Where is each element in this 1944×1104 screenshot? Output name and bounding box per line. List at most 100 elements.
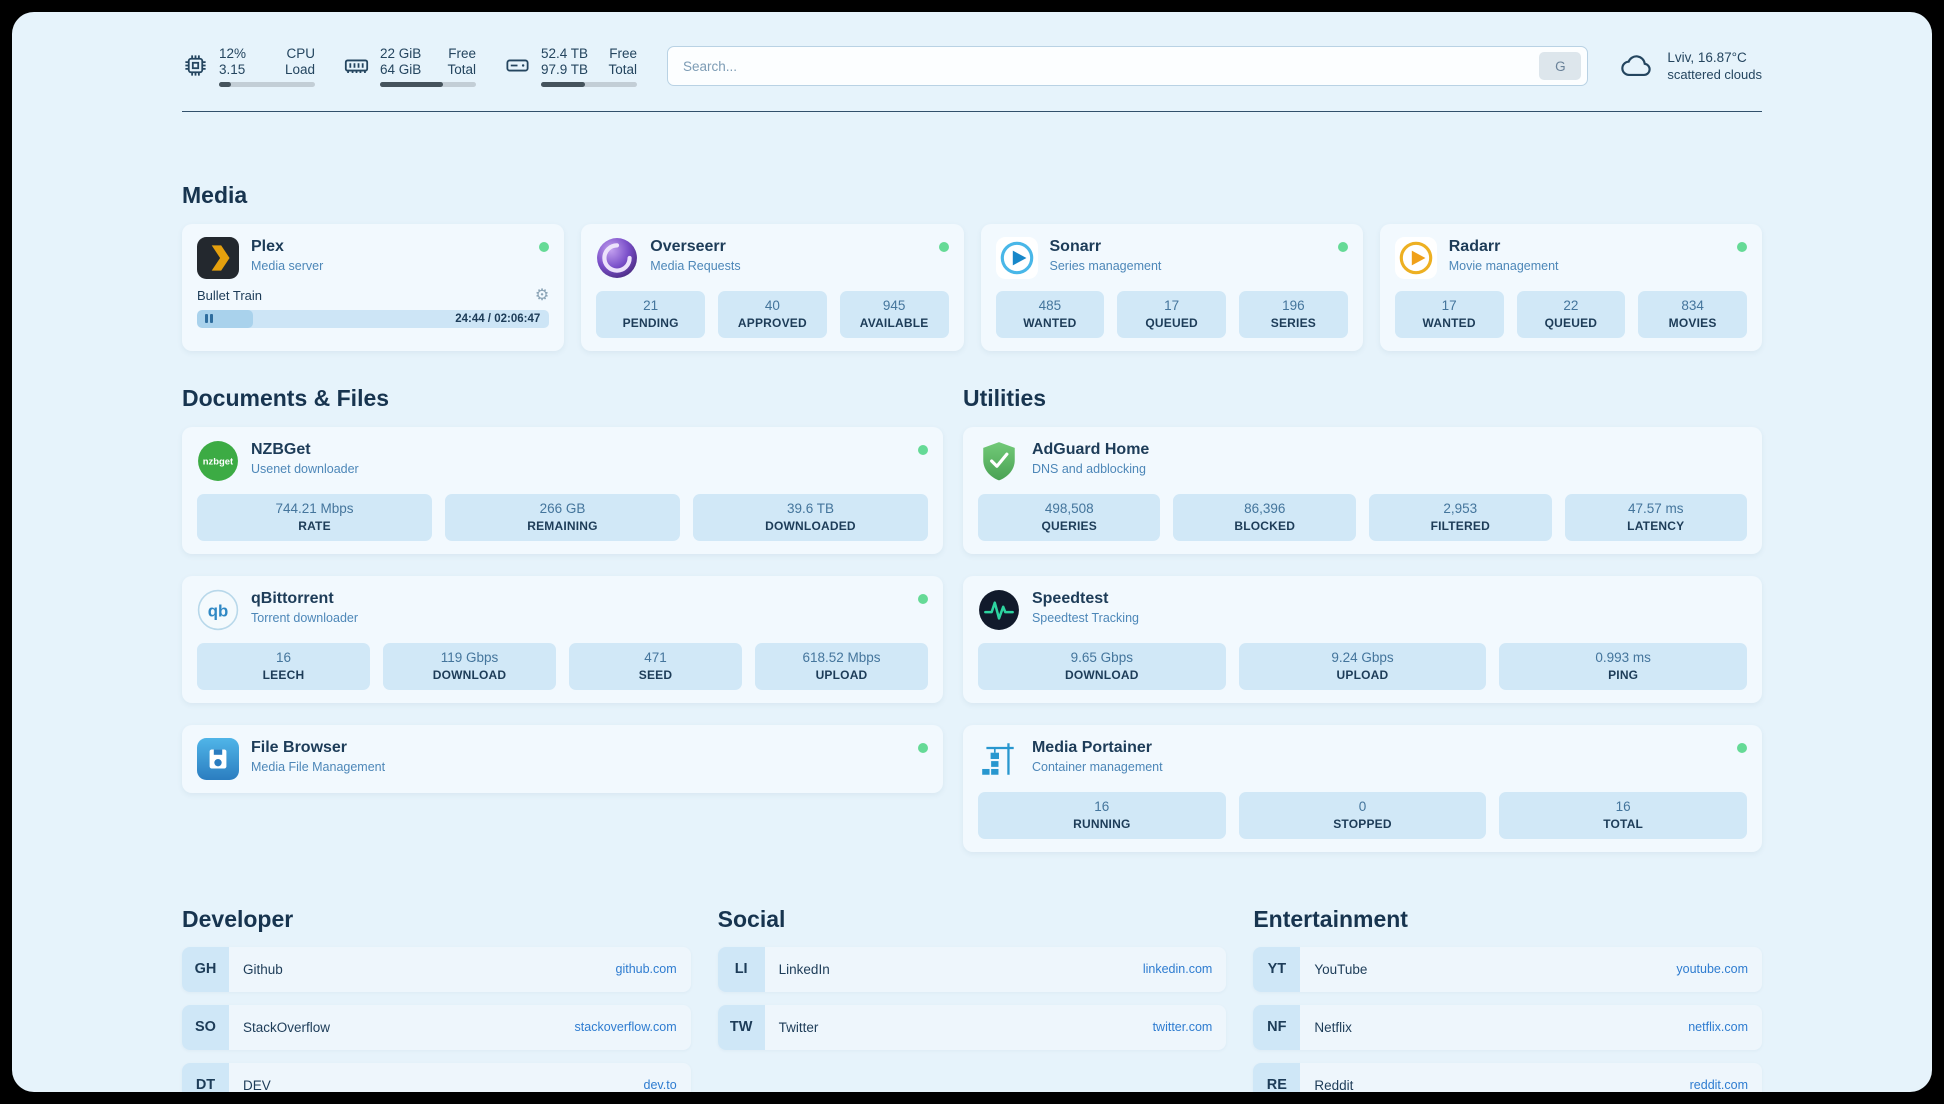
pause-icon[interactable]	[205, 314, 208, 323]
status-dot	[539, 241, 550, 252]
bookmark-linkedin[interactable]: LI LinkedIn linkedin.com	[717, 946, 1227, 992]
bookmark-netflix[interactable]: NF Netflix netflix.com	[1253, 1004, 1762, 1050]
ram-free-value: 22 GiB	[380, 46, 422, 61]
stat-box: 0 STOPPED	[1238, 791, 1487, 839]
playback-progress-bar[interactable]: 24:44 / 02:06:47	[197, 309, 550, 328]
cpu-progress-bar	[219, 82, 315, 87]
dev-icon: DT	[182, 1062, 229, 1092]
bookmark-twitter[interactable]: TW Twitter twitter.com	[717, 1004, 1227, 1050]
stat-box: 40 APPROVED	[718, 290, 827, 338]
playback-progress-fill	[197, 309, 254, 328]
qbittorrent-icon: qb	[197, 589, 239, 631]
disk-icon	[506, 59, 529, 72]
bookmark-link[interactable]: twitter.com	[1152, 1020, 1213, 1034]
svg-text:nzbget: nzbget	[203, 456, 234, 467]
app-name: Radarr	[1448, 237, 1501, 255]
search-engine-button[interactable]: G	[1539, 52, 1582, 81]
bookmark-link[interactable]: github.com	[615, 962, 677, 976]
app-card-sonarr[interactable]: Sonarr Series management 485 WANTED 17 QUE…	[980, 223, 1363, 351]
bookmark-link[interactable]: netflix.com	[1688, 1020, 1748, 1034]
stat-box: 945 AVAILABLE	[839, 290, 949, 338]
bookmark-name: DEV	[243, 1077, 271, 1093]
app-name: Media Portainer	[1031, 738, 1152, 756]
stat-box: 21 PENDING	[596, 290, 705, 338]
app-desc: Container management	[1031, 759, 1163, 774]
github-icon: GH	[182, 946, 229, 992]
app-name: File Browser	[251, 738, 348, 756]
disk-free-value: 52.4 TB	[541, 46, 589, 61]
cpu-icon	[185, 55, 206, 76]
stat-box: 498,508 QUERIES	[977, 493, 1161, 541]
app-card-portainer[interactable]: Media Portainer Container management 16 R…	[962, 724, 1762, 852]
twitter-icon: TW	[717, 1004, 765, 1050]
bookmark-link[interactable]: stackoverflow.com	[574, 1020, 677, 1034]
section-title-utilities: Utilities	[962, 384, 1047, 411]
disk-total-value: 97.9 TB	[541, 62, 589, 77]
app-desc: Torrent downloader	[251, 610, 359, 625]
stackoverflow-icon: SO	[182, 1004, 229, 1050]
svg-text:qb: qb	[208, 601, 229, 620]
app-desc: Usenet downloader	[251, 461, 359, 476]
search-bar: G	[667, 46, 1589, 87]
stat-box: 0.993 ms PING	[1499, 642, 1747, 690]
bookmark-dev[interactable]: DT DEV dev.to	[182, 1062, 691, 1093]
bookmark-link[interactable]: youtube.com	[1676, 962, 1748, 976]
entertainment-column: Entertainment YT YouTube youtube.com NF …	[1253, 906, 1762, 1092]
app-card-overseerr[interactable]: Overseerr Media Requests 21 PENDING 40 APP…	[581, 223, 964, 351]
app-desc: Series management	[1049, 258, 1162, 273]
sonarr-icon	[995, 236, 1038, 279]
app-card-nzbget[interactable]: nzbget NZBGet Usenet downloader 744.21 M…	[182, 426, 943, 554]
app-card-speedtest[interactable]: Speedtest Speedtest Tracking 9.65 Gbps DO…	[962, 575, 1762, 703]
disk-total-label: Total	[608, 62, 637, 77]
section-title-documents: Documents & Files	[182, 384, 390, 411]
app-card-filebrowser[interactable]: File Browser Media File Management	[182, 724, 943, 793]
app-card-plex[interactable]: Plex Media server Bullet Train ⚙ 24:44 /…	[182, 223, 565, 351]
disk-free-label: Free	[609, 46, 637, 61]
ram-progress-bar	[380, 82, 476, 87]
app-card-qbittorrent[interactable]: qb qBittorrent Torrent downloader 16 LEEC…	[182, 575, 943, 703]
bookmark-github[interactable]: GH Github github.com	[182, 946, 691, 992]
bookmark-link[interactable]: dev.to	[643, 1078, 677, 1092]
section-title-social: Social	[717, 905, 786, 932]
gear-icon[interactable]: ⚙	[534, 286, 550, 304]
stat-box: 744.21 Mbps RATE	[197, 493, 432, 541]
app-desc: Movie management	[1448, 258, 1559, 273]
app-name: Overseerr	[650, 237, 726, 255]
app-desc: Media Requests	[650, 258, 741, 273]
bookmark-link[interactable]: linkedin.com	[1142, 962, 1213, 976]
cloud-icon	[1621, 55, 1651, 77]
bookmark-reddit[interactable]: RE Reddit reddit.com	[1253, 1062, 1762, 1092]
stat-box: 39.6 TB DOWNLOADED	[692, 493, 928, 541]
app-desc: DNS and adblocking	[1031, 461, 1146, 476]
bookmark-youtube[interactable]: YT YouTube youtube.com	[1253, 946, 1762, 992]
stat-box: 196 SERIES	[1239, 290, 1348, 338]
stat-box: 485 WANTED	[995, 290, 1105, 338]
pause-icon[interactable]	[210, 314, 213, 323]
developer-column: Developer GH Github github.com SO StackO…	[182, 906, 691, 1093]
ram-free-label: Free	[448, 46, 476, 61]
status-dot	[917, 593, 928, 604]
cpu-load-value: 3.15	[219, 62, 246, 77]
status-dot	[917, 742, 928, 753]
ram-total-label: Total	[447, 62, 476, 77]
ram-total-value: 64 GiB	[380, 62, 422, 77]
app-card-radarr[interactable]: Radarr Movie management 17 WANTED 22 QUEUE…	[1379, 223, 1762, 351]
disk-progress-bar	[541, 82, 637, 87]
adguard-icon	[978, 440, 1020, 482]
stat-box: 2,953 FILTERED	[1369, 493, 1552, 541]
utilities-column: Utilities	[962, 384, 1762, 852]
search-input[interactable]	[683, 58, 1540, 74]
stat-box: 9.65 Gbps DOWNLOAD	[977, 642, 1226, 690]
app-card-adguard[interactable]: AdGuard Home DNS and adblocking 498,508 Q…	[962, 426, 1762, 554]
bookmark-link[interactable]: reddit.com	[1689, 1078, 1748, 1092]
bookmark-name: YouTube	[1314, 961, 1368, 977]
weather-location: Lviv, 16.87°C	[1667, 50, 1747, 66]
stat-box: 17 QUEUED	[1117, 290, 1226, 338]
bookmark-stackoverflow[interactable]: SO StackOverflow stackoverflow.com	[182, 1004, 691, 1050]
disk-progress-fill	[541, 82, 586, 87]
cpu-label: CPU	[286, 46, 315, 61]
topbar: 12% CPU 3.15 Load 22 G	[182, 46, 1762, 87]
bookmark-name: LinkedIn	[778, 961, 830, 977]
stat-box: 266 GB REMAINING	[444, 493, 680, 541]
overseerr-icon	[596, 237, 638, 279]
